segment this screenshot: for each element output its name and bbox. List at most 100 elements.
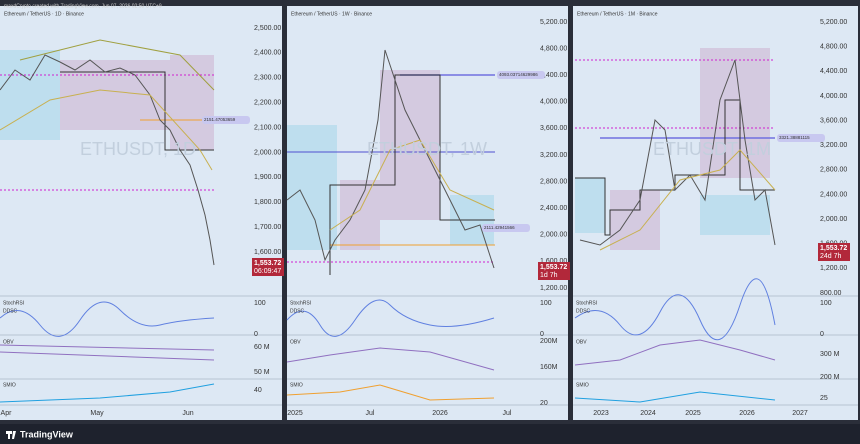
price-label: 4,400.00 — [540, 72, 567, 79]
level — [575, 59, 775, 129]
pane-dividers — [0, 295, 858, 406]
sub-axis-label: 100 — [540, 300, 552, 307]
legend: Ethereum / TetherUS · 1W · Binance — [291, 11, 372, 17]
price-label: 1,700.00 — [254, 224, 281, 231]
price-label: 1,600.00 — [254, 249, 281, 256]
price-label: 3,200.00 — [820, 142, 847, 149]
line-label: 2111.42941566 — [484, 225, 515, 230]
sub-axis-label: 50 M — [254, 369, 270, 376]
sub-axis-label: 200 M — [820, 374, 840, 381]
time-label: Jun — [182, 410, 193, 417]
smio — [574, 391, 776, 403]
price-tag-price: 1,553.72 — [820, 245, 847, 252]
zone — [0, 50, 60, 140]
price-label: 1,200.00 — [540, 285, 567, 292]
logo — [6, 431, 16, 439]
price — [286, 49, 495, 269]
price-label: 1,600.00 — [540, 258, 567, 265]
price-tag-countdown: 24d 7h — [820, 253, 842, 260]
line-label: 4093.03714629986 — [499, 72, 538, 77]
price-label: 2,800.00 — [820, 167, 847, 174]
sub-axis-label: 300 M — [820, 351, 840, 358]
pane-label: DDSC — [290, 308, 305, 314]
price-label: 4,800.00 — [540, 45, 567, 52]
price-label: 800.00 — [820, 290, 842, 297]
time-label: 2023 — [593, 410, 609, 417]
stoch — [0, 301, 215, 337]
ma — [0, 89, 213, 171]
pane-label: DDSC — [3, 308, 18, 314]
price-label: 2,100.00 — [254, 124, 281, 131]
pane-label: DDSC — [576, 308, 591, 314]
stoch — [286, 299, 495, 337]
smio — [0, 383, 215, 403]
pane-label: SMIO — [576, 382, 589, 388]
price — [0, 54, 215, 266]
time-label: 2027 — [792, 410, 808, 417]
time-label: 2024 — [640, 410, 656, 417]
zone — [380, 70, 440, 220]
sub-axis-label: 0 — [254, 331, 258, 338]
sub-axis-label: 40 — [254, 387, 262, 394]
step — [329, 74, 495, 275]
zone — [287, 125, 337, 250]
ma — [329, 139, 495, 231]
obv — [574, 339, 776, 366]
dividers — [0, 295, 858, 406]
price-label: 4,800.00 — [820, 43, 847, 50]
price-label: 2,300.00 — [254, 75, 281, 82]
time-label: 2026 — [432, 410, 448, 417]
time-label: 2026 — [739, 410, 755, 417]
price-tag-price: 1,553.72 — [254, 260, 281, 267]
sub-axis-label: 160M — [540, 364, 558, 371]
stoch — [574, 278, 776, 341]
sub-axis-label: 60 M — [254, 344, 270, 351]
time-label: May — [90, 410, 104, 417]
price-tag-countdown: 1d 7h — [540, 272, 558, 279]
line-label-bg — [482, 224, 530, 232]
price-label: 4,000.00 — [820, 93, 847, 100]
price-label: 2,000.00 — [820, 216, 847, 223]
sub-axis-label: 0 — [540, 331, 544, 338]
watermark: ETHUSDT, 1M — [653, 139, 771, 159]
time-label: 2025 — [685, 410, 701, 417]
sub-axis-label: 200M — [540, 338, 558, 345]
price-label: 3,200.00 — [540, 152, 567, 159]
time-label: 2025 — [287, 410, 303, 417]
obv — [286, 347, 495, 371]
price-label: 4,400.00 — [820, 68, 847, 75]
price-label: 2,800.00 — [540, 178, 567, 185]
price-label: 5,200.00 — [540, 19, 567, 26]
pane-label: SMIO — [290, 382, 303, 388]
price-tag — [538, 262, 570, 280]
line-label: 3321.38881115 — [779, 135, 810, 140]
pane-label: OBV — [3, 339, 14, 345]
price-label: 2,400.00 — [540, 205, 567, 212]
price-label: 2,400.00 — [820, 191, 847, 198]
zone — [575, 178, 605, 233]
time-label: Apr — [1, 410, 13, 417]
price-label: 2,000.00 — [254, 149, 281, 156]
pane-label: StochRSI — [290, 300, 311, 306]
line-label-bg — [497, 71, 545, 79]
pane-label: SMIO — [3, 382, 16, 388]
price-tag — [818, 243, 850, 261]
sub-axis-label: 20 — [540, 400, 548, 407]
line-label-bg — [777, 134, 825, 142]
zone — [700, 195, 770, 235]
pane-label: OBV — [290, 339, 301, 345]
footer-bar — [0, 424, 860, 444]
sub-axis-label: 25 — [820, 395, 828, 402]
smio — [286, 384, 495, 401]
price-tag — [252, 258, 284, 276]
sub-axis-label: 100 — [820, 300, 832, 307]
obv — [0, 344, 215, 361]
sub-axis-label: 0 — [820, 331, 824, 338]
zone — [610, 190, 660, 250]
watermark: ETHUSDT, 1D — [80, 139, 196, 159]
watermark: ETHUSDT, 1W — [367, 139, 487, 159]
line-label: 2151.47053659 — [204, 117, 236, 122]
panel-3-chart — [574, 48, 776, 403]
